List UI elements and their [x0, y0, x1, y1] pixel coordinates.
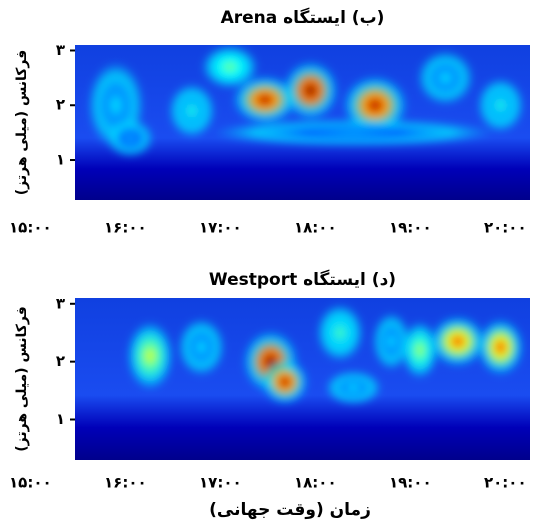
- heat-blob: [476, 318, 525, 377]
- y-tick-label: ۳: [56, 294, 65, 312]
- heat-blob: [201, 45, 259, 89]
- heat-blob: [210, 118, 496, 147]
- heat-blob: [416, 50, 474, 106]
- x-tick-label: ۱۵:۰۰: [9, 219, 52, 237]
- x-axis-label: زمان (وقت جهانی): [209, 500, 371, 520]
- x-tick-label: ۱۶:۰۰: [104, 474, 147, 492]
- y-tick-label: ۱: [56, 410, 65, 428]
- x-tick-label: ۱۹:۰۰: [389, 219, 432, 237]
- heat-blob: [400, 321, 439, 380]
- plot-area: [75, 45, 530, 200]
- heat-blob: [476, 77, 525, 133]
- blobs: [126, 303, 525, 406]
- heat-blob: [282, 60, 340, 121]
- y-axis-label: فرکانس (میلی هرتز): [14, 306, 30, 452]
- x-tick-label: ۱۸:۰۰: [294, 219, 337, 237]
- x-tick-label: ۱۷:۰۰: [199, 474, 242, 492]
- y-tick-label: ۱: [56, 151, 65, 169]
- heat-blob: [324, 370, 382, 406]
- x-tick-label: ۲۰:۰۰: [484, 474, 527, 492]
- y-tick-label: ۳: [56, 41, 65, 59]
- heat-blob: [168, 83, 216, 139]
- y-tick-label: ۲: [56, 352, 65, 370]
- chart-title: (د) ایستگاه Westport: [209, 269, 396, 290]
- heat-blob: [372, 312, 411, 371]
- plot-area: [75, 298, 530, 460]
- y-tick-label: ۲: [56, 96, 65, 114]
- heat-blob: [261, 358, 309, 406]
- x-tick-label: ۱۵:۰۰: [9, 474, 52, 492]
- x-tick-label: ۱۷:۰۰: [199, 219, 242, 237]
- heat-blob: [316, 303, 364, 362]
- heat-blob: [177, 318, 226, 377]
- heat-blob: [231, 75, 299, 125]
- heat-blob: [126, 321, 174, 391]
- blobs: [87, 45, 525, 158]
- x-tick-label: ۱۶:۰۰: [104, 219, 147, 237]
- heat-blob: [106, 118, 154, 158]
- heat-blob: [429, 315, 487, 368]
- x-tick-label: ۱۹:۰۰: [389, 474, 432, 492]
- x-tick-label: ۲۰:۰۰: [484, 219, 527, 237]
- chart-title: (ب) ایستگاه Arena: [221, 7, 385, 28]
- y-axis-label: فرکانس (میلی هرتز): [14, 50, 30, 196]
- x-tick-label: ۱۸:۰۰: [294, 474, 337, 492]
